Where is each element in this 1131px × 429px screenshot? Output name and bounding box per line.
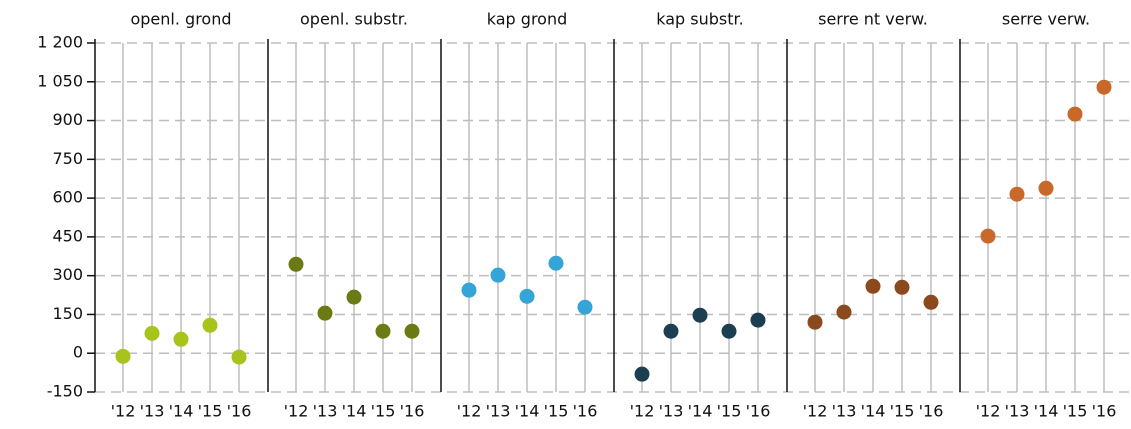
x-tick-label: '14 — [515, 402, 540, 421]
x-tick-label: '15 — [371, 402, 396, 421]
x-tick-label: '12 — [976, 402, 1001, 421]
dot — [807, 314, 823, 330]
panel-title: kap substr. — [656, 10, 743, 29]
dot — [750, 312, 766, 328]
dot — [634, 366, 650, 382]
dot — [865, 278, 881, 294]
x-tick-label: '15 — [890, 402, 915, 421]
x-tick-label: '13 — [140, 402, 165, 421]
x-tick-label: '15 — [544, 402, 569, 421]
x-tick-label: '14 — [861, 402, 886, 421]
x-tick-label: '12 — [630, 402, 655, 421]
x-tick-label: '16 — [1092, 402, 1117, 421]
dot — [894, 279, 910, 295]
panel-title: kap grond — [487, 10, 568, 29]
dot — [1009, 186, 1025, 202]
x-tick-label: '14 — [1034, 402, 1059, 421]
x-tick-label: '13 — [486, 402, 511, 421]
dot — [346, 289, 362, 305]
x-tick-label: '16 — [746, 402, 771, 421]
dot — [692, 307, 708, 323]
x-tick-label: '15 — [717, 402, 742, 421]
x-tick-label: '14 — [688, 402, 713, 421]
panel-title: serre verw. — [1002, 10, 1090, 29]
y-tick-label: 150 — [52, 304, 83, 323]
panel-title: openl. grond — [130, 10, 231, 29]
x-tick-label: '16 — [919, 402, 944, 421]
dot — [577, 299, 593, 315]
y-tick-label: 750 — [52, 149, 83, 168]
dot — [663, 323, 679, 339]
dot — [173, 331, 189, 347]
y-tick-label: 0 — [73, 343, 83, 362]
dot — [231, 349, 247, 365]
x-tick-label: '15 — [198, 402, 223, 421]
y-tick-label: 300 — [52, 265, 83, 284]
dot — [144, 325, 160, 341]
y-tick-label: -150 — [47, 382, 83, 401]
x-tick-label: '16 — [400, 402, 425, 421]
dot — [404, 323, 420, 339]
dot — [836, 304, 852, 320]
dot — [375, 323, 391, 339]
dot — [115, 348, 131, 364]
x-tick-label: '14 — [169, 402, 194, 421]
dot — [1096, 79, 1112, 95]
panel-title: serre nt verw. — [818, 10, 928, 29]
x-tick-label: '12 — [111, 402, 136, 421]
y-tick-label: 900 — [52, 110, 83, 129]
dot — [923, 294, 939, 310]
x-tick-label: '13 — [1005, 402, 1030, 421]
dot — [1038, 180, 1054, 196]
y-tick-label: 600 — [52, 188, 83, 207]
y-tick-label: 1 050 — [37, 71, 83, 90]
x-tick-label: '12 — [284, 402, 309, 421]
x-tick-label: '14 — [342, 402, 367, 421]
x-tick-label: '12 — [457, 402, 482, 421]
dot — [548, 255, 564, 271]
dot — [721, 323, 737, 339]
dot — [317, 305, 333, 321]
dot — [461, 282, 477, 298]
dot — [202, 317, 218, 333]
dot — [288, 256, 304, 272]
y-tick-label: 450 — [52, 226, 83, 245]
panel-title: openl. substr. — [300, 10, 408, 29]
x-tick-label: '16 — [573, 402, 598, 421]
dot — [519, 288, 535, 304]
x-tick-label: '13 — [659, 402, 684, 421]
dot — [1067, 106, 1083, 122]
x-tick-label: '13 — [313, 402, 338, 421]
x-tick-label: '12 — [803, 402, 828, 421]
x-tick-label: '16 — [227, 402, 252, 421]
dot — [980, 228, 996, 244]
x-tick-label: '13 — [832, 402, 857, 421]
y-tick-label: 1 200 — [37, 33, 83, 52]
x-tick-label: '15 — [1063, 402, 1088, 421]
dot — [490, 267, 506, 283]
